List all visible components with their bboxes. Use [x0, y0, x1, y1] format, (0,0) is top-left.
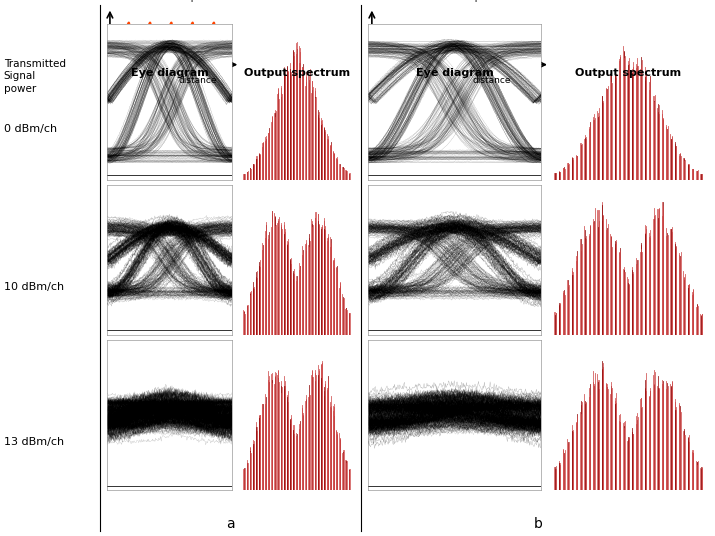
Text: 0 dBm/ch: 0 dBm/ch [4, 124, 56, 133]
Text: accumulated dispersion: accumulated dispersion [116, 0, 225, 2]
Text: 10 dBm/ch: 10 dBm/ch [4, 282, 64, 292]
Text: b: b [533, 517, 543, 531]
Text: Eye diagram: Eye diagram [416, 68, 493, 78]
Text: 13 dBm/ch: 13 dBm/ch [4, 437, 64, 447]
Text: Eye diagram: Eye diagram [131, 68, 209, 78]
Text: accumulated dispersion: accumulated dispersion [400, 0, 508, 2]
Text: Output spectrum: Output spectrum [575, 68, 681, 78]
Text: a: a [226, 517, 235, 531]
Text: distance: distance [179, 76, 217, 85]
Text: Transmitted
Signal
power: Transmitted Signal power [4, 59, 66, 94]
Text: Output spectrum: Output spectrum [244, 68, 350, 78]
Text: distance: distance [473, 76, 511, 85]
